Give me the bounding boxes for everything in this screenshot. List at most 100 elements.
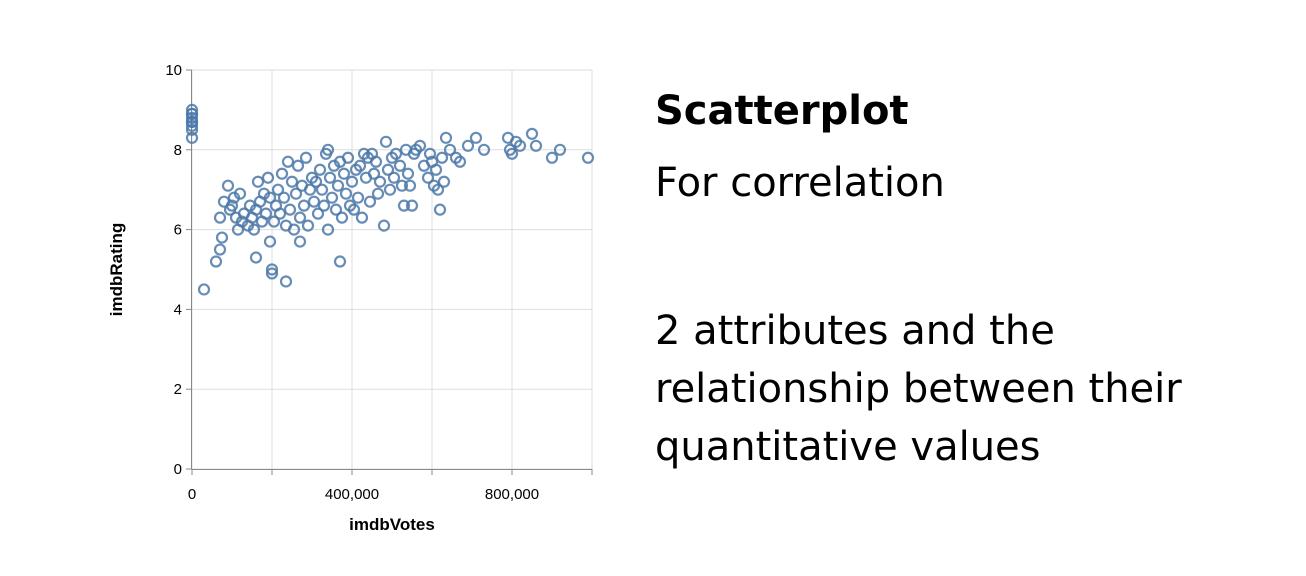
data-point: [347, 203, 361, 216]
data-point: [351, 191, 365, 204]
data-point: [289, 187, 303, 200]
panel-subtitle: For correlation: [655, 160, 945, 206]
data-point: [287, 223, 301, 236]
y-axis-title: imdbRating: [107, 223, 126, 317]
data-point: [337, 167, 351, 180]
data-point: [209, 255, 223, 268]
data-point: [317, 199, 331, 212]
data-point: [299, 151, 313, 164]
data-point: [395, 179, 409, 192]
data-point: [307, 195, 321, 208]
data-point: [461, 139, 475, 152]
y-tick-label: 0: [174, 461, 182, 478]
data-point: [271, 183, 285, 196]
data-point: [367, 167, 381, 180]
data-point: [291, 159, 305, 172]
data-point: [553, 143, 567, 156]
y-tick-label: 4: [174, 301, 182, 318]
data-point: [185, 119, 199, 132]
data-point: [285, 175, 299, 188]
data-point: [379, 135, 393, 148]
data-point: [283, 203, 297, 216]
y-tick-label: 8: [174, 142, 182, 159]
data-point: [185, 111, 199, 124]
data-point: [321, 143, 335, 156]
data-point: [443, 143, 457, 156]
data-point: [401, 167, 415, 180]
data-point: [373, 175, 387, 188]
data-point: [525, 127, 539, 140]
y-tick-label: 2: [174, 381, 182, 398]
data-point: [313, 163, 327, 176]
data-point: [383, 183, 397, 196]
data-point: [225, 199, 239, 212]
data-point: [529, 139, 543, 152]
data-point: [413, 139, 427, 152]
data-point: [363, 195, 377, 208]
data-point: [429, 163, 443, 176]
data-point: [397, 199, 411, 212]
data-point: [185, 123, 199, 136]
data-point: [477, 143, 491, 156]
data-point: [329, 203, 343, 216]
data-point: [387, 171, 401, 184]
y-tick-label: 10: [165, 62, 182, 79]
x-tick-label: 800,000: [485, 486, 539, 503]
data-point: [435, 151, 449, 164]
axes: 0 400,000 800,000 0 2 4 6 8 10: [165, 62, 593, 503]
y-tick-label: 6: [174, 222, 182, 239]
data-point: [371, 187, 385, 200]
data-point: [251, 175, 265, 188]
data-point: [297, 199, 311, 212]
panel-title: Scatterplot: [655, 88, 909, 134]
data-point: [545, 151, 559, 164]
data-point: [249, 251, 263, 264]
data-point: [303, 183, 317, 196]
data-point: [315, 183, 329, 196]
data-point: [331, 179, 345, 192]
data-point: [263, 235, 277, 248]
data-point: [221, 179, 235, 192]
data-point: [233, 187, 247, 200]
x-tick-label: 0: [188, 486, 196, 503]
data-point: [281, 155, 295, 168]
data-point: [309, 175, 323, 188]
data-point: [263, 191, 277, 204]
data-point: [513, 139, 527, 152]
data-point: [293, 235, 307, 248]
data-point: [267, 215, 281, 228]
data-point: [321, 223, 335, 236]
data-point: [277, 191, 291, 204]
data-point: [213, 243, 227, 256]
data-point: [393, 159, 407, 172]
data-point: [423, 147, 437, 160]
data-point: [273, 207, 287, 220]
data-point: [197, 283, 211, 296]
data-point: [431, 183, 445, 196]
data-point: [453, 155, 467, 168]
data-point: [469, 131, 483, 144]
data-point: [185, 115, 199, 128]
grid-lines: [191, 69, 593, 470]
data-point: [377, 219, 391, 232]
data-point: [581, 151, 595, 164]
data-point: [339, 187, 353, 200]
data-point: [293, 211, 307, 224]
data-point: [213, 211, 227, 224]
scatter-chart: 0 400,000 800,000 0 2 4 6 8 10 imdbVotes imdbRat…: [107, 62, 595, 534]
data-point: [405, 199, 419, 212]
data-point: [433, 203, 447, 216]
scatter-points: [185, 103, 595, 296]
data-point: [185, 107, 199, 120]
data-point: [325, 191, 339, 204]
data-point: [275, 167, 289, 180]
data-point: [311, 207, 325, 220]
data-point: [279, 275, 293, 288]
data-point: [403, 179, 417, 192]
data-point: [437, 175, 451, 188]
panel-description: 2 attributes and the relationship betwee…: [655, 308, 1182, 470]
data-point: [389, 147, 403, 160]
data-point: [185, 131, 199, 144]
data-point: [439, 131, 453, 144]
data-point: [261, 171, 275, 184]
